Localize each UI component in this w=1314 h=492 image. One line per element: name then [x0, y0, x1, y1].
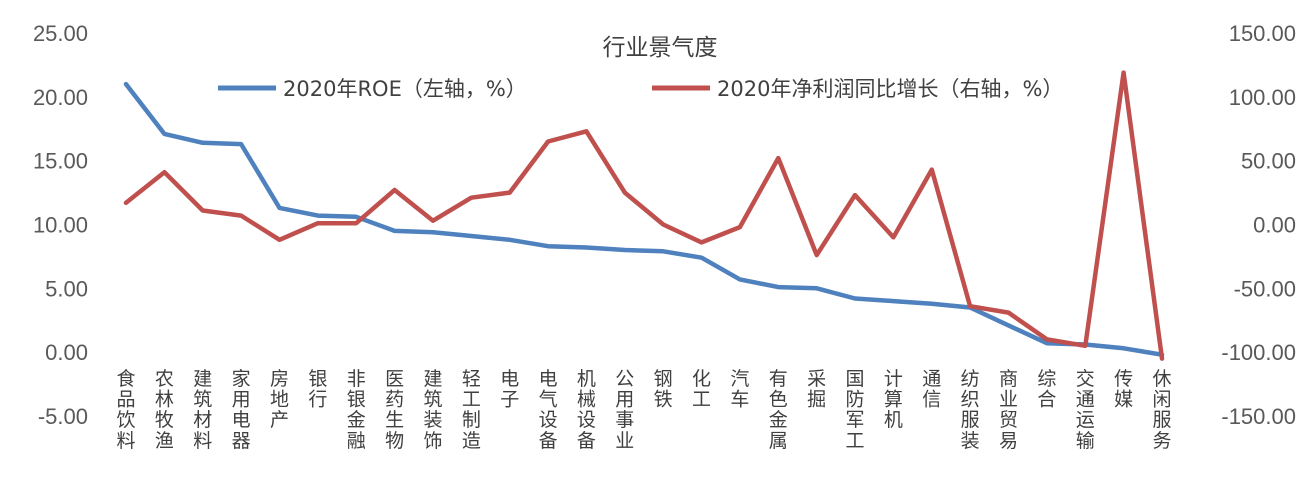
x-axis-category-label: 通信: [922, 368, 941, 411]
x-axis-category-label: 交通运输: [1076, 368, 1095, 452]
x-axis-category-label: 银行: [308, 368, 327, 411]
left-axis-tick-label: 25.00: [33, 21, 88, 46]
right-axis-tick-label: 50.00: [1241, 149, 1296, 174]
x-axis-category-label: 医药生物: [385, 368, 404, 452]
x-axis-category-label: 国防军工: [846, 368, 865, 452]
x-axis-category-label: 农林牧渔: [155, 368, 174, 452]
x-axis-category-label: 钢铁: [654, 368, 673, 411]
x-axis-category-label: 汽车: [730, 368, 749, 411]
x-axis-category-label: 综合: [1037, 368, 1056, 411]
x-axis-category-label: 家用电器: [232, 368, 251, 452]
right-axis-ticks: 150.00 100.00 50.00 0.00 -50.00 -100.00 -150.0…: [1221, 21, 1296, 429]
right-axis-tick-label: 0.00: [1253, 213, 1296, 238]
x-axis-category-label: 电气设备: [539, 368, 558, 452]
chart-title: 行业景气度: [603, 35, 718, 61]
right-axis-tick-label: -100.00: [1221, 340, 1296, 365]
x-axis-category-label: 纺织服装: [961, 368, 980, 452]
x-axis-category-label: 房地产: [270, 368, 289, 431]
left-axis-tick-label: -5.00: [38, 404, 88, 429]
x-axis-category-label: 商业贸易: [999, 368, 1018, 452]
series-line-profit-growth: [123, 70, 1165, 361]
right-axis-tick-label: 100.00: [1229, 85, 1296, 110]
series-layer: [123, 70, 1165, 361]
legend-label-profit-growth: 2020年净利润同比增长（右轴，%）: [717, 77, 1063, 101]
x-axis-category-label: 化工: [692, 368, 711, 411]
x-axis-category-label: 有色金属: [769, 368, 788, 452]
left-axis-tick-label: 5.00: [45, 276, 88, 301]
x-axis-category-label: 建筑材料: [193, 368, 212, 452]
left-axis-tick-label: 0.00: [45, 340, 88, 365]
left-axis-tick-label: 10.00: [33, 213, 88, 238]
x-axis-category-label: 公用事业: [615, 368, 634, 452]
right-axis-tick-label: -50.00: [1234, 276, 1296, 301]
x-axis-category-label: 传媒: [1114, 368, 1133, 411]
right-axis-tick-label: -150.00: [1221, 404, 1296, 429]
left-axis-tick-label: 20.00: [33, 85, 88, 110]
x-axis-category-label: 采掘: [807, 368, 826, 411]
series-line-roe: [123, 81, 1165, 357]
x-axis-category-label: 非银金融: [347, 368, 366, 452]
x-axis-category-label: 建筑装饰: [423, 368, 442, 452]
x-axis-category-label: 休闲服务: [1152, 368, 1171, 452]
left-axis-tick-label: 15.00: [33, 149, 88, 174]
legend: 2020年ROE（左轴，%） 2020年净利润同比增长（右轴，%）: [218, 77, 1063, 101]
x-axis-category-label: 食品饮料: [116, 368, 135, 452]
right-axis-tick-label: 150.00: [1229, 21, 1296, 46]
x-axis-category-label: 轻工制造: [462, 368, 481, 452]
left-axis-ticks: 25.00 20.00 15.00 10.00 5.00 0.00 -5.00: [33, 21, 88, 429]
x-axis-category-label: 计算机: [884, 368, 903, 431]
legend-label-roe: 2020年ROE（左轴，%）: [283, 77, 527, 101]
x-axis-category-label: 电子: [500, 368, 519, 411]
x-axis-category-label: 机械设备: [577, 368, 596, 452]
